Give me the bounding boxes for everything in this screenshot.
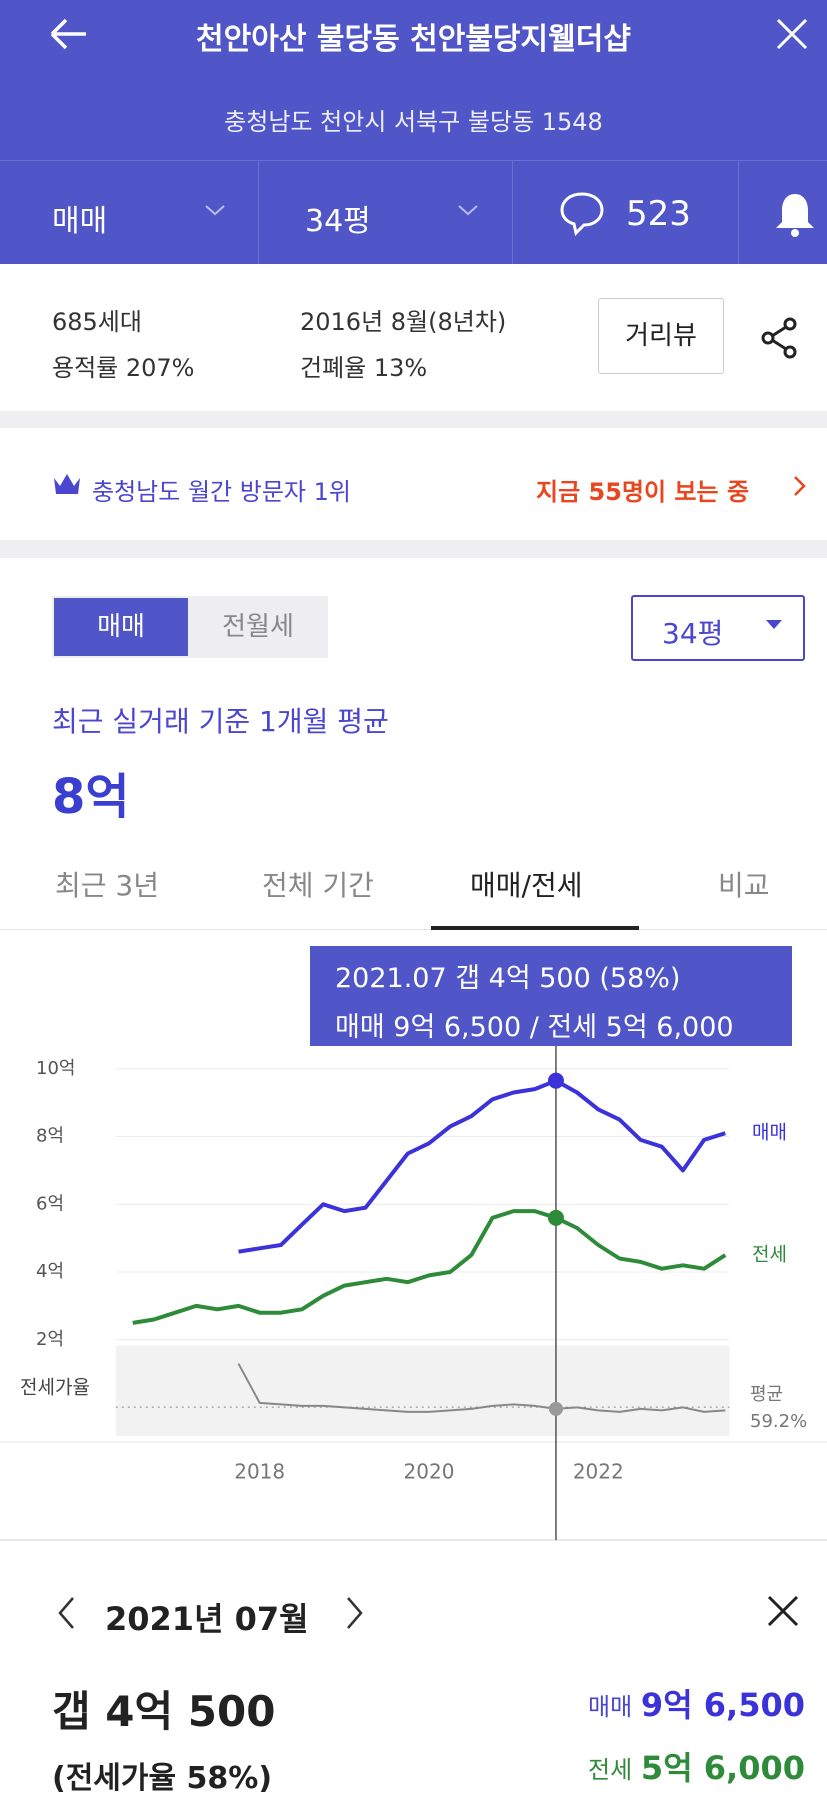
tab[interactable]: 최근 3년 xyxy=(55,869,159,902)
comment-count[interactable]: 523 xyxy=(626,194,691,234)
building-coverage: 건폐율 13% xyxy=(300,354,428,382)
tab-underline xyxy=(431,926,639,930)
close-button[interactable] xyxy=(772,14,812,54)
x-tick-label: 2022 xyxy=(573,1460,624,1484)
ratio-text: (전세가율 58%) xyxy=(52,1761,273,1796)
share-icon[interactable] xyxy=(758,316,802,360)
cursor-dot xyxy=(547,1072,564,1089)
ratio-line xyxy=(237,1363,726,1413)
title: 천안아산 불당동 천안불당지웰더샵 xyxy=(196,22,631,57)
separator xyxy=(0,411,827,428)
divider xyxy=(738,160,739,264)
toggle-rent[interactable]: 전월세 xyxy=(222,612,294,642)
x-tick-label: 2020 xyxy=(404,1460,455,1484)
average-value: 59.2% xyxy=(750,1411,807,1432)
sale-value: 9억 6,500 xyxy=(640,1686,805,1724)
chevron xyxy=(458,205,478,216)
line-series xyxy=(132,1209,727,1325)
tab[interactable]: 전체 기간 xyxy=(262,869,374,902)
street-view-button[interactable]: 거리뷰 xyxy=(598,298,724,374)
size-value: 34평 xyxy=(662,617,724,650)
visitor-rank: 충청남도 월간 방문자 1위 xyxy=(92,478,351,506)
next-month[interactable] xyxy=(342,1595,366,1631)
divider xyxy=(0,160,827,161)
month: 2021년 07월 xyxy=(105,1600,309,1638)
back-button[interactable] xyxy=(44,14,94,54)
address: 충청남도 천안시 서북구 불당동 1548 xyxy=(224,108,603,136)
sale-label: 매매 xyxy=(588,1693,633,1721)
x-tick-label: 2018 xyxy=(234,1460,285,1484)
ratio-panel xyxy=(115,1345,730,1436)
y-tick-label: 4억 xyxy=(36,1261,64,1282)
y-tick-label: 6억 xyxy=(36,1193,64,1214)
tab-active[interactable]: 매매/전세 xyxy=(470,869,583,902)
prev-month[interactable] xyxy=(55,1595,79,1631)
jeonse-value: 5억 6,000 xyxy=(640,1749,805,1787)
average-label: 평균 xyxy=(750,1384,783,1405)
live-viewers[interactable]: 지금 55명이 보는 중 xyxy=(536,478,750,506)
dropdown-arrow xyxy=(766,620,782,629)
households: 685세대 xyxy=(52,308,142,336)
tooltip-line: 매매 9억 6,500 / 전세 5억 6,000 xyxy=(335,1012,734,1043)
deal-tab[interactable]: 매매 xyxy=(52,204,108,239)
series-label: 매매 xyxy=(752,1122,787,1144)
divider xyxy=(258,160,259,264)
divider xyxy=(512,160,513,264)
size-dropdown[interactable] xyxy=(631,595,805,661)
y-tick-label: 10억 xyxy=(36,1058,75,1079)
built-date: 2016년 8월(8년차) xyxy=(300,308,507,336)
comment-icon[interactable] xyxy=(558,190,606,236)
chevron xyxy=(794,476,806,496)
cursor-dot xyxy=(548,1401,563,1416)
line-series xyxy=(238,1078,726,1254)
size-tab[interactable]: 34평 xyxy=(305,204,371,239)
toggle-sale[interactable]: 매매 xyxy=(54,598,188,656)
separator xyxy=(0,540,827,558)
gap: 갭 4억 500 xyxy=(52,1687,276,1736)
ratio-label: 전세가율 xyxy=(20,1377,90,1399)
tooltip xyxy=(310,946,792,1046)
close-detail[interactable] xyxy=(766,1594,800,1628)
cursor-dot xyxy=(547,1209,564,1226)
price-value: 8억 xyxy=(52,769,130,825)
series-label: 전세 xyxy=(752,1244,787,1266)
tab[interactable]: 비교 xyxy=(718,869,770,902)
header xyxy=(0,0,827,264)
crown-icon xyxy=(54,474,80,494)
floor-area-ratio: 용적률 207% xyxy=(52,354,195,382)
price-caption: 최근 실거래 기준 1개월 평균 xyxy=(52,705,389,738)
divider xyxy=(0,929,827,930)
chevron xyxy=(205,205,225,216)
bell-icon[interactable] xyxy=(770,190,820,240)
y-tick-label: 8억 xyxy=(36,1126,64,1147)
jeonse-label: 전세 xyxy=(588,1756,633,1784)
y-tick-label: 2억 xyxy=(36,1329,64,1350)
tooltip-line: 2021.07 갭 4억 500 (58%) xyxy=(335,963,681,994)
